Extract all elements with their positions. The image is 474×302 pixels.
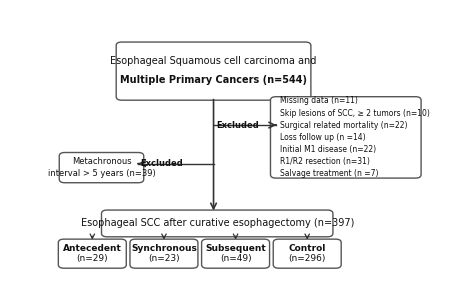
Text: Subsequent: Subsequent (205, 244, 266, 253)
FancyBboxPatch shape (271, 97, 421, 178)
Text: Esophageal SCC after curative esophagectomy (n=397): Esophageal SCC after curative esophagect… (81, 218, 354, 228)
Text: (n=23): (n=23) (148, 254, 180, 263)
Text: Esophageal Squamous cell carcinoma and: Esophageal Squamous cell carcinoma and (110, 56, 317, 66)
FancyBboxPatch shape (58, 239, 126, 268)
FancyBboxPatch shape (116, 42, 311, 100)
Text: Synchronous: Synchronous (131, 244, 197, 253)
FancyBboxPatch shape (130, 239, 198, 268)
Text: Antecedent: Antecedent (63, 244, 122, 253)
FancyBboxPatch shape (201, 239, 270, 268)
Text: Metachronous
interval > 5 years (n=39): Metachronous interval > 5 years (n=39) (47, 157, 155, 178)
FancyBboxPatch shape (101, 210, 333, 237)
Text: Excluded: Excluded (141, 159, 183, 168)
FancyBboxPatch shape (59, 153, 144, 183)
Text: (n=29): (n=29) (76, 254, 108, 263)
Text: (n=49): (n=49) (220, 254, 251, 263)
Text: Control: Control (289, 244, 326, 253)
Text: Excluded: Excluded (217, 120, 259, 130)
FancyBboxPatch shape (273, 239, 341, 268)
Text: Missing data (n=11)
Skip lesions of SCC, ≥ 2 tumors (n=10)
Surgical related mort: Missing data (n=11) Skip lesions of SCC,… (281, 96, 430, 178)
Text: Multiple Primary Cancers (n=544): Multiple Primary Cancers (n=544) (120, 76, 307, 85)
Text: (n=296): (n=296) (289, 254, 326, 263)
